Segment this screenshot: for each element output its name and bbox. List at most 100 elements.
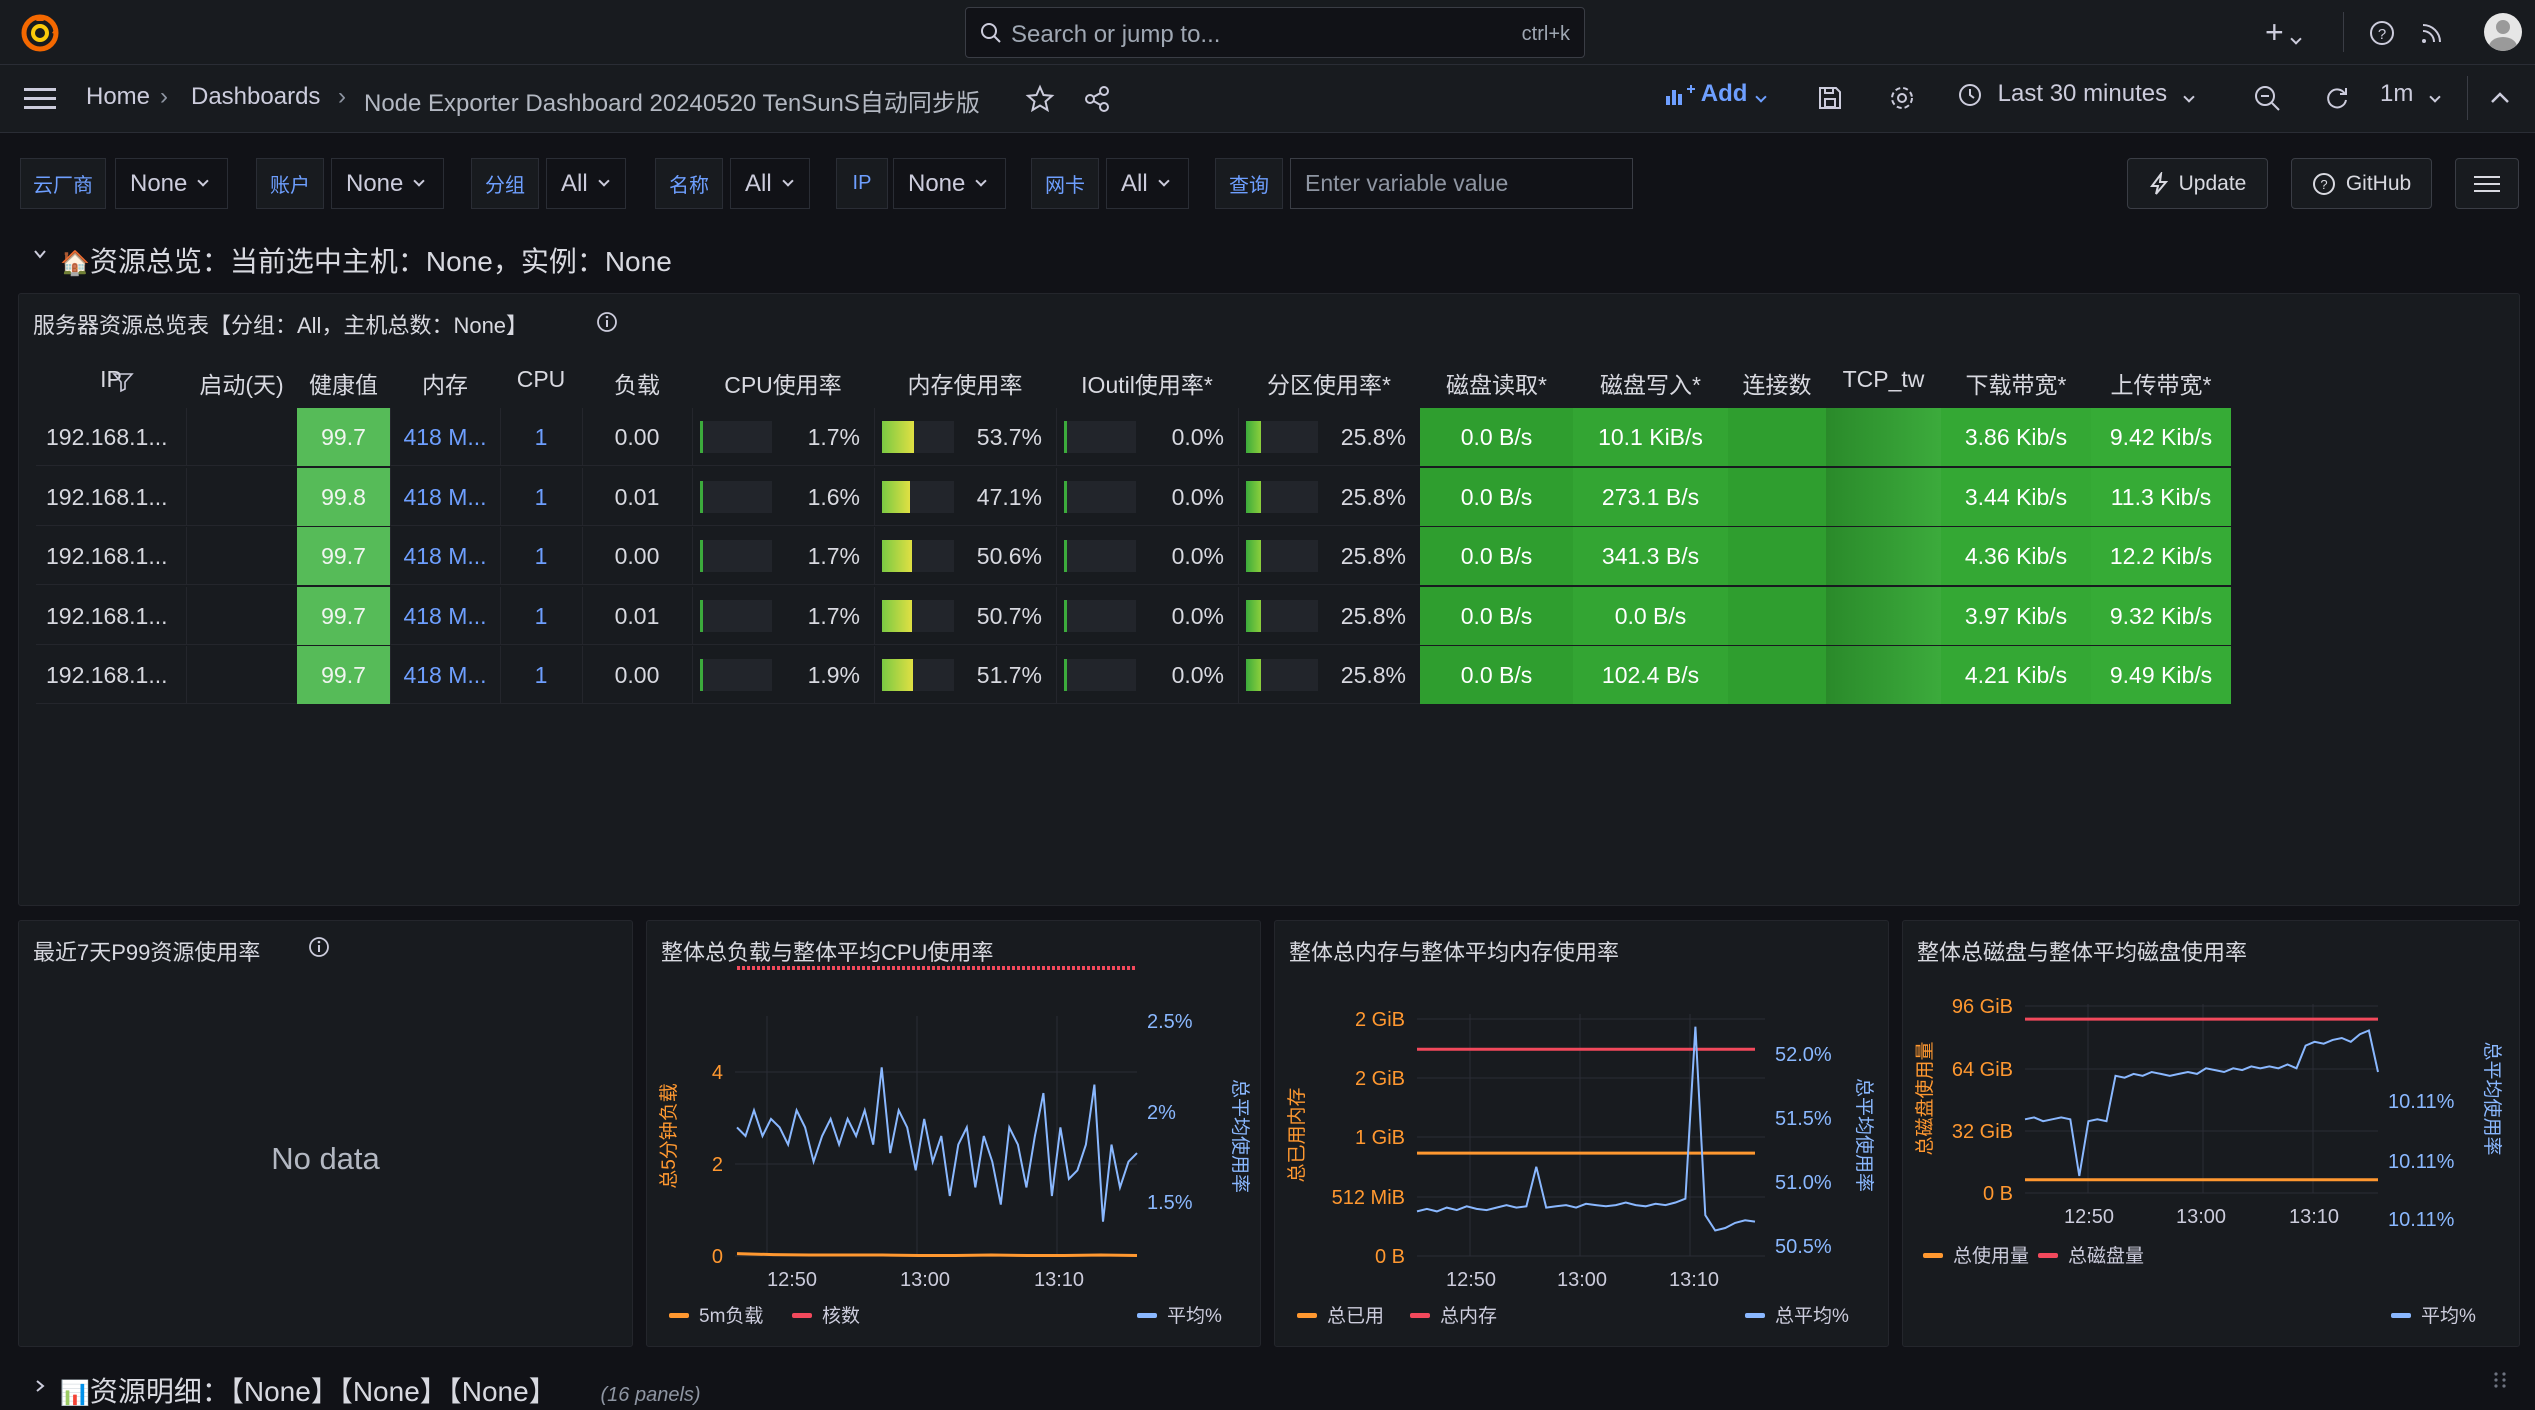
connections-cell <box>1728 527 1826 585</box>
cell-value: 192.168.1... <box>46 542 168 569</box>
save-icon[interactable] <box>1816 84 1844 112</box>
table-row[interactable] <box>36 407 2231 466</box>
table-header[interactable]: 内存使用率 <box>907 372 1023 398</box>
table-header[interactable]: CPU <box>516 366 566 392</box>
table-cell: 4.36 Kib/s <box>1941 527 2091 585</box>
row-collapse-chevron-icon[interactable] <box>32 246 48 262</box>
table-header[interactable]: IOutil使用率* <box>1081 372 1213 398</box>
zoom-out-icon[interactable] <box>2253 84 2281 112</box>
table-header[interactable]: 连接数 <box>1742 372 1812 398</box>
info-icon[interactable] <box>595 310 619 334</box>
menu-icon[interactable] <box>24 87 56 111</box>
table-cell: 102.4 B/s <box>1573 646 1728 704</box>
help-icon[interactable]: ? <box>2368 19 2396 47</box>
memory-link-cell: 418 M... <box>390 587 500 645</box>
var-value: None <box>908 169 966 197</box>
y-tick-label: 2 GiB <box>1355 1009 1405 1031</box>
var-select-cloud[interactable]: None <box>115 158 228 209</box>
table-cell: 0.00 <box>582 646 692 704</box>
gauge-fill <box>1246 600 1262 632</box>
avatar[interactable] <box>2484 13 2522 51</box>
github-button[interactable]: ? GitHub <box>2291 158 2432 209</box>
cell-value: 102.4 B/s <box>1601 661 1700 688</box>
info-icon[interactable] <box>307 935 331 959</box>
rss-icon[interactable] <box>2418 19 2446 47</box>
table-header[interactable]: IP <box>100 366 122 392</box>
table-cell: 0.00 <box>582 527 692 585</box>
table-header[interactable]: 磁盘读取* <box>1446 372 1547 398</box>
update-button[interactable]: Update <box>2127 158 2268 209</box>
var-select-ip[interactable]: None <box>893 158 1006 209</box>
memory-link-cell: 418 M... <box>390 527 500 585</box>
add-panel-button[interactable]: Add <box>1665 80 1768 108</box>
table-header[interactable]: CPU使用率 <box>724 372 842 398</box>
legend-swatch <box>1923 1253 1943 1258</box>
table-header[interactable]: 启动(天) <box>199 372 284 398</box>
x-tick-label: 12:50 <box>767 1269 817 1291</box>
cell-value: 0.0% <box>1171 542 1224 569</box>
star-icon[interactable] <box>1025 84 1055 114</box>
column-divider <box>186 408 187 466</box>
x-tick-label: 12:50 <box>1446 1269 1496 1291</box>
disk-chart-panel: 整体总磁盘与整体平均磁盘使用率 0 B 32 GiB 64 GiB 96 GiB 10.… <box>1902 920 2520 1347</box>
column-divider <box>186 646 187 704</box>
table-header[interactable]: TCP_tw <box>1842 366 1925 392</box>
details-row-title[interactable]: 📊资源明细：【None】【None】【None】 (16 panels) <box>60 1370 701 1410</box>
column-divider <box>500 408 501 466</box>
var-query-input[interactable]: Enter variable value <box>1290 158 1633 209</box>
cell-value: 9.32 Kib/s <box>2109 602 2213 629</box>
table-header[interactable]: 健康值 <box>309 372 378 398</box>
controls-menu-button[interactable] <box>2455 158 2519 209</box>
table-cell: 273.1 B/s <box>1573 468 1728 526</box>
table-header[interactable]: 负载 <box>614 372 660 398</box>
gauge-value: 53.7% <box>874 408 1042 466</box>
list-menu-icon <box>2474 175 2500 192</box>
table-row[interactable] <box>36 586 2231 645</box>
search-input[interactable]: Search or jump to... ctrl+k <box>965 7 1585 58</box>
cell-value: 0.0 B/s <box>1460 542 1533 569</box>
var-select-nic[interactable]: All <box>1106 158 1189 209</box>
var-label-nic: 网卡 <box>1031 158 1099 209</box>
filter-icon[interactable] <box>112 371 134 393</box>
overview-row-title[interactable]: 🏠资源总览：当前选中主机：None，实例：None <box>60 240 672 280</box>
breadcrumb-dashboards[interactable]: Dashboards <box>191 83 321 110</box>
x-tick-label: 13:00 <box>2176 1206 2226 1228</box>
add-new-icon[interactable]: + <box>2265 14 2302 51</box>
gauge-start <box>700 421 703 453</box>
drag-handle-icon[interactable] <box>2492 1370 2508 1390</box>
var-select-group[interactable]: All <box>546 158 626 209</box>
refresh-interval-picker[interactable]: 1m <box>2380 80 2442 108</box>
refresh-icon[interactable] <box>2323 84 2351 112</box>
table-cell: 0.0 B/s <box>1420 527 1573 585</box>
settings-gear-icon[interactable] <box>1888 84 1916 112</box>
panel-title: 整体总内存与整体平均内存使用率 <box>1289 940 1620 965</box>
table-header[interactable]: 下载带宽* <box>1965 372 2067 398</box>
share-icon[interactable] <box>1082 84 1112 114</box>
collapse-chevron-up-icon[interactable] <box>2488 88 2512 108</box>
panel-count: (16 panels) <box>600 1384 701 1406</box>
gauge-fill <box>882 659 914 691</box>
table-header[interactable]: 上传带宽* <box>2110 372 2212 398</box>
time-picker-button[interactable]: Last 30 minutes <box>1957 80 2195 108</box>
table-cell: 192.168.1... <box>36 646 186 704</box>
breadcrumb-home[interactable]: Home <box>86 83 151 110</box>
cell-value: 0.0% <box>1171 423 1224 450</box>
cell-value: 0.00 <box>614 661 660 688</box>
tcp-tw-cell <box>1826 646 1941 704</box>
table-row[interactable] <box>36 645 2231 704</box>
grafana-logo-icon[interactable] <box>20 13 60 53</box>
var-select-name[interactable]: All <box>730 158 810 209</box>
var-select-account[interactable]: None <box>331 158 444 209</box>
gauge-value: 50.6% <box>874 527 1042 585</box>
table-header[interactable]: 内存 <box>422 372 468 398</box>
table-header[interactable]: 分区使用率* <box>1267 372 1391 398</box>
table-row[interactable] <box>36 467 2231 526</box>
row-expand-chevron-icon[interactable] <box>32 1378 48 1394</box>
column-divider <box>1238 408 1239 466</box>
table-row[interactable] <box>36 526 2231 585</box>
panel-title: 最近7天P99资源使用率 <box>33 940 261 965</box>
gauge-value: 1.7% <box>692 408 860 466</box>
table-header[interactable]: 磁盘写入* <box>1600 372 1701 398</box>
gauge-track <box>1064 481 1136 513</box>
legend-label: 总内存 <box>1440 1305 1497 1327</box>
